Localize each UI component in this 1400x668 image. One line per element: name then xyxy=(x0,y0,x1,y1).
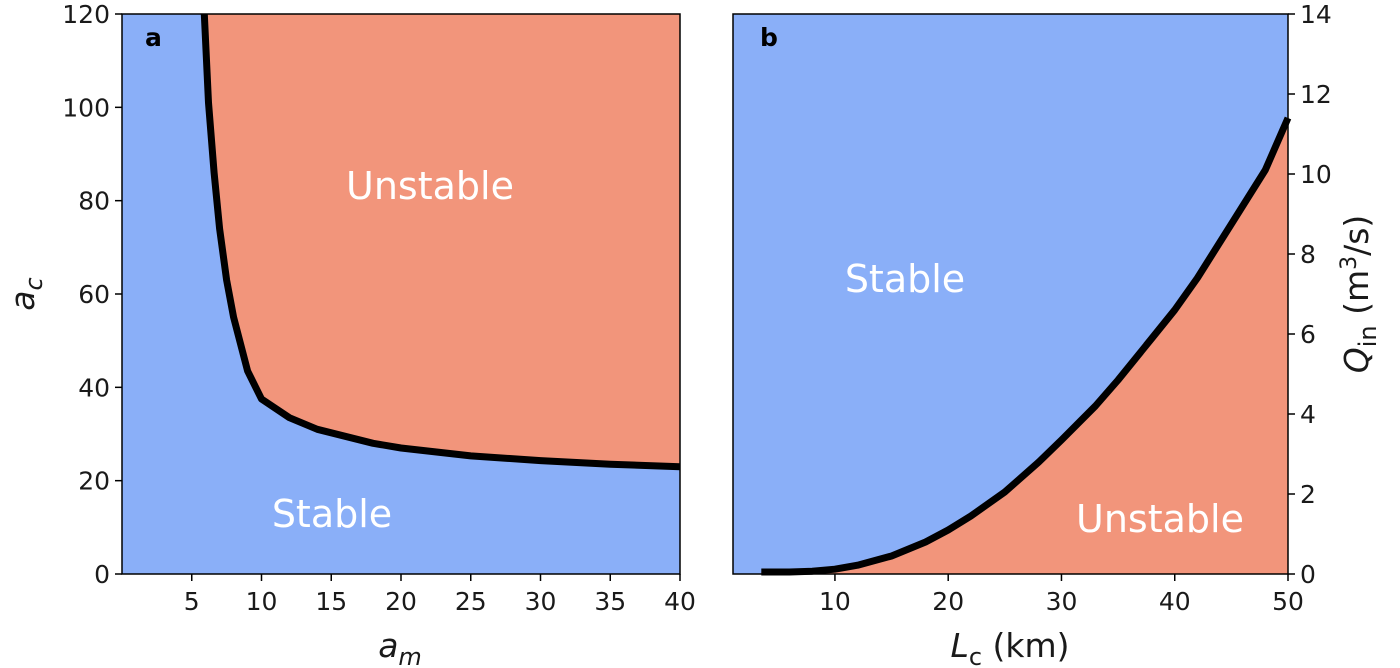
panel-a-stable-label: Stable xyxy=(272,492,392,536)
panel-b-x-tick-label: 20 xyxy=(932,587,964,616)
panel-b-y-axis-label-unit-sup: 3 xyxy=(1337,256,1362,270)
panel-b-y-axis-label-unit-close: /s) xyxy=(1337,215,1376,256)
panel-b-letter: b xyxy=(760,23,778,52)
panel-b-x-axis-label-main: L xyxy=(950,626,968,665)
panel-a-letter: a xyxy=(145,23,162,52)
panel-a-unstable-region xyxy=(204,14,681,467)
panel-b-y-ticks: 0 2 4 6 8 10 12 14 xyxy=(1288,0,1332,589)
panel-a-y-axis-label-main: a xyxy=(3,290,42,310)
panel-a-y-tick-label: 60 xyxy=(78,280,110,309)
panel-a-x-tick-label: 20 xyxy=(385,587,417,616)
panel-b-y-axis-label-unit-open: (m xyxy=(1337,270,1376,326)
panel-b-x-axis-label-sub: c xyxy=(969,643,982,668)
panel-b-stability-boundary xyxy=(761,116,1292,576)
panel-a-y-tick-label: 40 xyxy=(78,373,110,402)
panel-a-y-tick-label: 120 xyxy=(62,0,110,29)
panel-a-unstable-label: Unstable xyxy=(346,164,514,208)
panel-a-x-tick-label: 30 xyxy=(525,587,557,616)
panel-a-x-tick-label: 25 xyxy=(455,587,487,616)
panel-b-y-tick-label: 10 xyxy=(1300,160,1332,189)
panel-a-y-axis-label-sub: c xyxy=(20,277,48,290)
panel-a-y-tick-label: 20 xyxy=(78,467,110,496)
panel-b-y-axis-label: Qin (m3/s) xyxy=(1337,215,1382,374)
panel-a: 5 10 15 20 25 30 35 40 0 20 40 60 80 100 120 a Unstab… xyxy=(3,0,696,668)
panel-b-x-tick-label: 30 xyxy=(1046,587,1078,616)
panel-a-x-axis-label-main: a xyxy=(378,626,398,665)
panel-b-y-tick-label: 2 xyxy=(1300,480,1316,509)
panel-b-y-axis-label-sub: in xyxy=(1354,325,1382,347)
panel-a-x-tick-label: 40 xyxy=(664,587,696,616)
panel-a-y-ticks: 0 20 40 60 80 100 120 xyxy=(62,0,122,589)
panel-b-stable-label: Stable xyxy=(845,257,965,301)
panel-b-y-tick-label: 4 xyxy=(1300,400,1316,429)
panel-a-x-tick-label: 10 xyxy=(246,587,278,616)
panel-a-x-ticks: 5 10 15 20 25 30 35 40 xyxy=(184,574,696,616)
panel-a-x-tick-label: 5 xyxy=(184,587,200,616)
panel-a-y-tick-label: 0 xyxy=(94,560,110,589)
panel-a-y-tick-label: 100 xyxy=(62,93,110,122)
panel-b-x-axis-label-unit: (km) xyxy=(982,626,1070,665)
panel-a-x-tick-label: 15 xyxy=(315,587,347,616)
panel-a-x-axis-label: am xyxy=(378,626,422,668)
panel-b-y-axis-label-main: Q xyxy=(1337,347,1376,373)
panel-a-y-axis-label: ac xyxy=(3,277,48,310)
panel-b-unstable-region xyxy=(761,118,1288,574)
panel-b-y-tick-label: 8 xyxy=(1300,240,1316,269)
panel-b-x-axis-label: Lc (km) xyxy=(950,626,1069,668)
panel-b-y-tick-label: 6 xyxy=(1300,320,1316,349)
panel-b-x-tick-label: 50 xyxy=(1272,587,1304,616)
panel-b-y-tick-label: 12 xyxy=(1300,80,1332,109)
panel-a-y-tick-label: 80 xyxy=(78,187,110,216)
panel-a-x-tick-label: 35 xyxy=(594,587,626,616)
panel-b-unstable-label: Unstable xyxy=(1076,497,1244,541)
panel-b-y-tick-label: 0 xyxy=(1300,560,1316,589)
panel-b-frame xyxy=(732,13,1289,575)
panel-b-x-ticks: 10 20 30 40 50 xyxy=(819,574,1304,616)
panel-b: 10 20 30 40 50 0 2 4 6 8 10 12 14 b Stable Unstable… xyxy=(732,0,1382,668)
panel-a-stability-boundary xyxy=(200,13,681,471)
panel-b-y-tick-label: 14 xyxy=(1300,0,1332,29)
panel-b-x-tick-label: 40 xyxy=(1159,587,1191,616)
panel-b-x-tick-label: 10 xyxy=(819,587,851,616)
panel-a-x-axis-label-sub: m xyxy=(398,643,421,668)
